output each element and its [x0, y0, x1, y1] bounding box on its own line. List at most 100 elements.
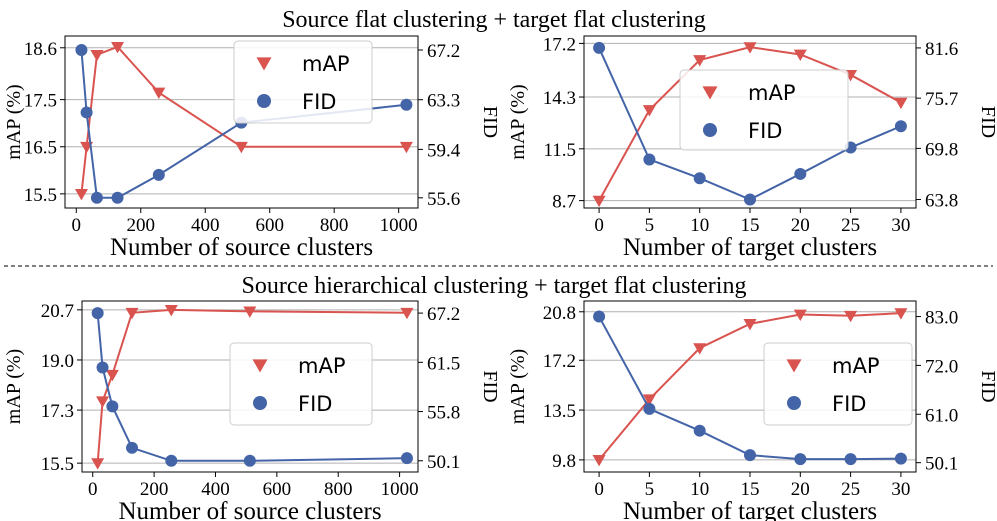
section-title-top: Source flat clustering + target flat clu…	[282, 7, 706, 33]
y-left-tick-label: 18.6	[24, 39, 57, 60]
y-left-tick-label: 8.7	[552, 192, 576, 213]
legend-label-map: mAP	[748, 81, 796, 105]
data-point-map	[243, 306, 257, 318]
data-point-fid	[400, 452, 413, 465]
x-tick-label: 5	[645, 479, 655, 500]
data-point-fid	[794, 167, 807, 180]
x-tick-label: 30	[891, 479, 910, 500]
y-right-tick-label: 83.0	[925, 308, 958, 329]
chart-panel-1: 0 200 400 600 800 1000 15.5 16.5 17.5 18.6 55.6 59.…	[3, 35, 501, 261]
legend-marker-map	[252, 359, 268, 373]
legend: mAP FID	[233, 40, 373, 124]
x-tick-label: 200	[127, 215, 156, 236]
y-left-tick-label: 9.8	[552, 451, 576, 472]
x-tick-label: 10	[690, 479, 709, 500]
data-point-fid	[643, 402, 656, 415]
x-tick-label: 400	[201, 479, 230, 500]
y-right-tick-label: 55.8	[427, 403, 460, 424]
data-point-map	[111, 41, 125, 54]
data-point-fid	[90, 191, 103, 204]
data-point-map	[399, 141, 413, 154]
legend-label-map: mAP	[302, 52, 350, 76]
y-right-tick-label: 81.6	[925, 39, 958, 60]
y-left-tick-label: 16.5	[24, 138, 57, 159]
data-point-fid	[400, 98, 413, 111]
x-tick-label: 1000	[381, 479, 419, 500]
data-point-fid	[80, 106, 93, 119]
x-tick-label: 0	[72, 215, 82, 236]
data-point-fid	[693, 172, 706, 185]
data-point-map	[125, 307, 139, 320]
y-right-tick-label: 67.2	[427, 304, 460, 325]
data-point-map	[793, 309, 807, 321]
y-right-axis-label: FID	[977, 370, 997, 402]
y-left-tick-label: 17.2	[543, 351, 576, 372]
y-left-axis-label: mAP (%)	[3, 349, 25, 424]
data-point-fid	[744, 193, 756, 206]
data-point-map	[152, 87, 166, 100]
data-point-fid	[75, 44, 88, 57]
y-left-tick-label: 17.3	[41, 401, 74, 422]
x-tick-label: 0	[88, 479, 98, 500]
legend-marker-fid	[253, 396, 267, 410]
data-point-map	[96, 396, 110, 408]
data-point-map	[592, 195, 606, 208]
y-right-tick-label: 61.5	[427, 353, 460, 374]
y-right-tick-label: 72.0	[925, 356, 958, 377]
legend-marker-fid	[257, 94, 271, 108]
data-point-fid	[593, 310, 606, 323]
legend-marker-fid	[703, 123, 717, 137]
y-right-tick-label: 61.0	[925, 405, 958, 426]
y-right-tick-label: 50.1	[925, 454, 958, 475]
legend: mAP FID	[229, 342, 373, 426]
y-right-axis-label: FID	[479, 370, 501, 402]
y-left-tick-label: 17.5	[24, 91, 57, 112]
y-right-axis-label: FID	[977, 106, 997, 138]
data-point-map	[164, 304, 178, 317]
data-point-fid	[693, 424, 706, 437]
x-tick-label: 10	[690, 215, 709, 236]
y-left-tick-label: 17.2	[543, 34, 576, 55]
legend: mAP FID	[679, 69, 849, 151]
data-point-map	[105, 369, 119, 382]
legend-label-fid: FID	[748, 119, 782, 143]
legend-label-fid: FID	[302, 90, 336, 114]
x-tick-label: 15	[741, 479, 760, 500]
data-point-map	[793, 49, 807, 61]
x-axis-label: Number of target clusters	[623, 498, 877, 521]
legend-label-map: mAP	[832, 354, 880, 378]
plot-frame	[81, 300, 419, 473]
x-tick-label: 600	[263, 479, 292, 500]
data-point-map	[74, 188, 88, 201]
legend-label-map: mAP	[298, 354, 346, 378]
y-left-tick-label: 20.7	[41, 301, 74, 322]
data-point-map	[894, 308, 908, 320]
chart-panel-4: 0 5 10 15 20 25 30 9.8 13.5 17.2 20.8 50.1 61.0 72.0 8…	[507, 300, 997, 521]
legend-box	[763, 342, 913, 426]
data-point-map	[592, 455, 606, 467]
data-point-map	[743, 42, 757, 54]
y-left-axis-label: mAP (%)	[507, 349, 529, 424]
y-left-tick-label: 20.8	[543, 303, 576, 324]
y-right-tick-label: 59.4	[427, 140, 461, 161]
x-tick-label: 25	[841, 479, 860, 500]
y-right-axis-label: FID	[479, 106, 501, 138]
data-point-map	[642, 105, 656, 117]
y-left-tick-label: 11.5	[543, 140, 576, 161]
legend-box	[679, 69, 849, 151]
data-point-fid	[794, 453, 807, 466]
section-title-bottom: Source hierarchical clustering + target …	[242, 273, 747, 299]
y-left-tick-label: 13.5	[543, 401, 576, 422]
data-point-fid	[643, 153, 656, 166]
data-point-map	[844, 310, 858, 323]
legend: mAP FID	[763, 342, 913, 426]
data-point-fid	[106, 400, 119, 413]
x-axis-label: Number of target clusters	[623, 234, 877, 261]
data-point-map	[234, 141, 248, 154]
x-tick-label: 200	[140, 479, 169, 500]
data-point-fid	[243, 454, 256, 467]
data-point-map	[693, 343, 707, 355]
data-point-map	[400, 307, 414, 320]
x-tick-label: 0	[594, 479, 604, 500]
